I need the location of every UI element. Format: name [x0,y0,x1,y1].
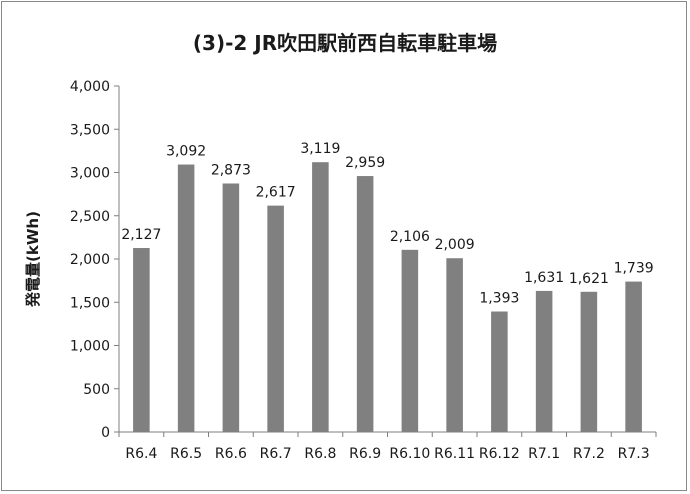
y-axis-label: 発電量(kWh) [24,211,42,308]
y-tick-label: 4,000 [70,79,110,95]
bar-R6.8 [312,162,329,433]
data-label-R6.8: 3,119 [300,141,340,157]
x-tick-label-R6.8: R6.8 [304,446,336,462]
bar-R6.6 [222,183,240,432]
x-tick-label-R6.10: R6.10 [389,446,430,462]
y-tick-label: 1,500 [70,295,110,311]
bar-R6.9 [356,176,374,432]
x-tick-label-R6.5: R6.5 [170,446,202,462]
y-tick-label: 1,000 [70,339,110,355]
data-label-R7.1: 1,631 [524,270,564,286]
x-tick-label-R6.6: R6.6 [215,446,247,462]
x-tick-label-R6.12: R6.12 [479,446,520,462]
x-tick-label-R6.4: R6.4 [125,446,157,462]
data-label-R6.11: 2,009 [435,237,475,253]
data-labels: 2,127 3,092 2,873 2,617 3,119 2,959 2,106 2,009… [121,141,653,306]
y-tick-label: 3,500 [70,122,110,138]
x-tick-label-R7.3: R7.3 [618,446,650,462]
data-label-R6.6: 2,873 [211,162,251,178]
bar-R7.3 [625,281,642,432]
data-label-R7.2: 1,621 [569,271,609,287]
y-tick-label: 3,000 [70,166,110,182]
data-label-R6.5: 3,092 [166,144,206,160]
bar-R6.11 [446,258,463,432]
bar-R6.10 [401,249,419,432]
x-tick-label-R6.7: R6.7 [260,446,292,462]
x-tick-label-R6.11: R6.11 [434,446,475,462]
bar-R6.7 [267,205,284,432]
data-label-R6.7: 2,617 [256,185,296,201]
bar-series [133,162,642,433]
y-axis: 0 500 1,000 1,500 2,000 2,500 3,000 3,500 4,000 [70,79,120,441]
bar-R6.4 [133,248,150,432]
y-tick-label: 2,500 [70,209,110,225]
x-tick-label-R6.9: R6.9 [349,446,381,462]
bar-R6.5 [177,164,195,433]
data-label-R6.12: 1,393 [479,291,519,307]
x-axis: R6.4 R6.5 R6.6 R6.7 R6.8 R6.9 R6.10 R6.11 R6.12 R… [118,431,657,462]
bar-R6.12 [491,311,508,432]
data-label-R6.9: 2,959 [345,155,385,171]
y-tick-label: 0 [101,425,110,441]
bar-R7.1 [535,290,553,432]
y-tick-label: 2,000 [70,252,110,268]
chart-title: (3)-2 JR吹田駅前西自転車駐車場 [193,31,497,55]
x-tick-label-R7.2: R7.2 [573,446,605,462]
data-label-R7.3: 1,739 [614,261,654,277]
bar-R7.2 [580,291,598,432]
data-label-R6.10: 2,106 [390,229,430,245]
x-tick-label-R7.1: R7.1 [528,446,560,462]
y-tick-label: 500 [83,382,110,398]
data-label-R6.4: 2,127 [121,227,161,243]
